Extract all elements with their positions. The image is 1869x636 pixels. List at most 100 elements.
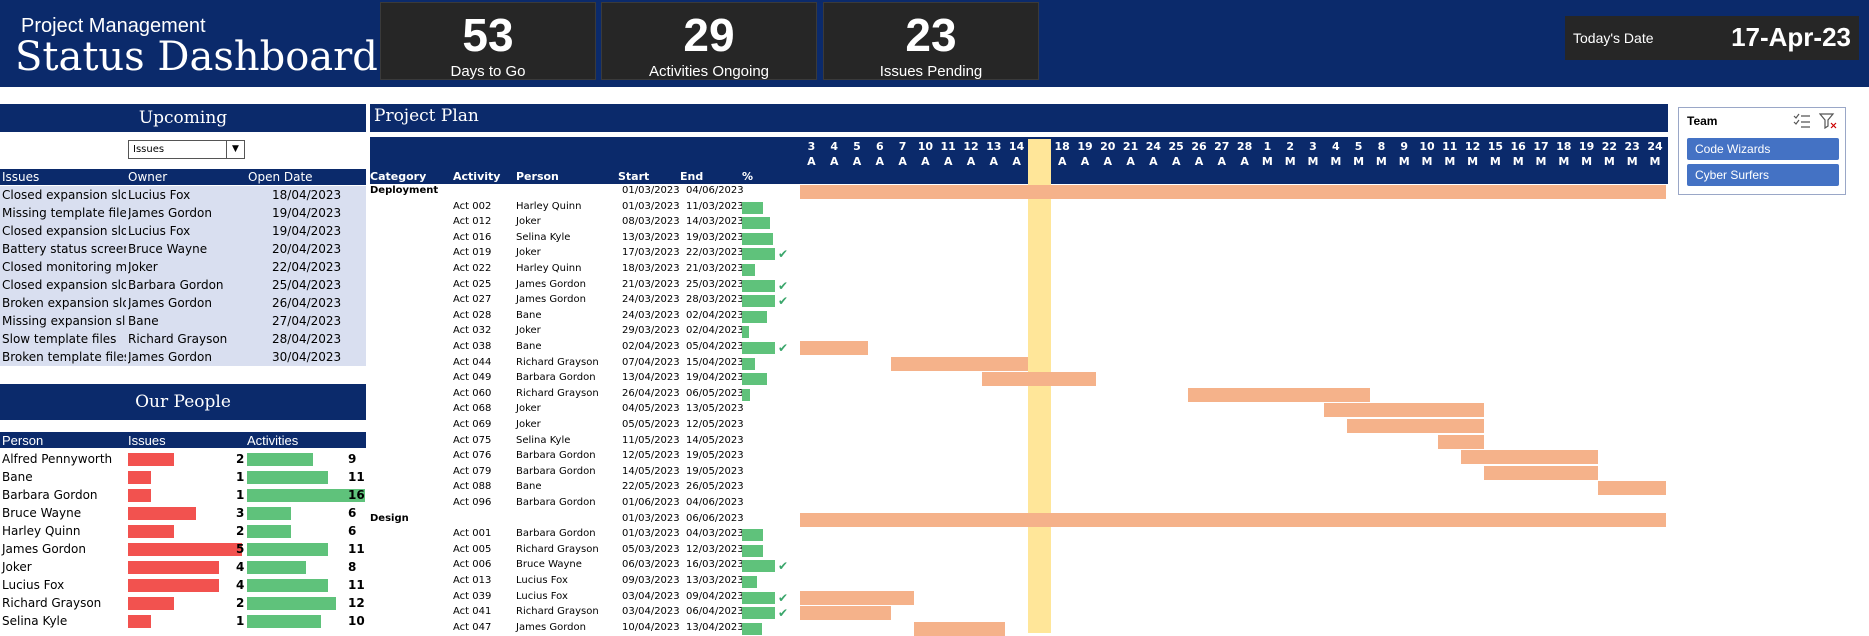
- upcoming-row[interactable]: Closed expansion slot Lucius Fox 19/04/202…: [0, 222, 366, 240]
- activities-bar: [247, 579, 328, 592]
- person-row[interactable]: Harley Quinn 2 6: [0, 522, 366, 540]
- activities-bar: [247, 597, 336, 610]
- col-category: Category: [370, 170, 427, 183]
- row-end: 22/03/2023: [686, 247, 744, 259]
- activity-row[interactable]: Act 027 James Gordon 24/03/2023 28/03/2023 ✔: [370, 293, 1668, 309]
- team-option-code-wizards[interactable]: Code Wizards: [1687, 138, 1839, 160]
- activities-count: 9: [348, 452, 357, 466]
- activities-bar: [247, 525, 291, 538]
- day-number: 25: [1168, 140, 1184, 153]
- activity-row[interactable]: Act 022 Harley Quinn 18/03/2023 21/03/2023: [370, 262, 1668, 278]
- issue-open-date: 26/04/2023: [272, 296, 342, 310]
- activity-row[interactable]: Act 041 Richard Grayson 03/04/2023 06/04/20…: [370, 605, 1668, 621]
- day-number: 6: [875, 140, 884, 153]
- issues-count: 3: [236, 506, 245, 520]
- team-option-cyber-surfers[interactable]: Cyber Surfers: [1687, 164, 1839, 186]
- project-plan-header: Project Plan: [370, 104, 1668, 132]
- activity-row[interactable]: Act 001 Barbara Gordon 01/03/2023 04/03/202…: [370, 527, 1668, 543]
- issues-count: 2: [236, 524, 245, 538]
- upcoming-row[interactable]: Slow template files Richard Grayson 28/04/…: [0, 330, 366, 348]
- activity-row[interactable]: Act 079 Barbara Gordon 14/05/2023 19/05/202…: [370, 465, 1668, 481]
- issue-open-date: 19/04/2023: [272, 224, 342, 238]
- category-row[interactable]: Deployment 01/03/2023 04/06/2023: [370, 184, 1668, 200]
- row-activity: Act 075: [453, 434, 492, 446]
- activity-row[interactable]: Act 068 Joker 04/05/2023 13/05/2023: [370, 402, 1668, 418]
- month-letter: M: [1467, 155, 1479, 168]
- upcoming-row[interactable]: Battery status screen aBruce Wayne 20/04/…: [0, 240, 366, 258]
- gantt-bar: [800, 185, 1667, 199]
- month-letter: M: [1375, 155, 1387, 168]
- person-row[interactable]: Richard Grayson 2 12: [0, 594, 366, 612]
- day-header: 21 A: [1119, 139, 1142, 169]
- person-row[interactable]: James Gordon 5 11: [0, 540, 366, 558]
- activity-row[interactable]: Act 025 James Gordon 21/03/2023 25/03/2023 ✔: [370, 278, 1668, 294]
- issue-owner: Joker: [128, 260, 158, 274]
- day-header: 12 A: [960, 139, 983, 169]
- row-start: 18/03/2023: [622, 263, 680, 274]
- upcoming-row[interactable]: Closed expansion slot Lucius Fox 18/04/202…: [0, 186, 366, 204]
- activity-row[interactable]: Act 075 Selina Kyle 11/05/2023 14/05/2023: [370, 434, 1668, 450]
- row-end: 14/03/2023: [686, 216, 744, 228]
- activity-row[interactable]: Act 069 Joker 05/05/2023 12/05/2023: [370, 418, 1668, 434]
- activity-row[interactable]: Act 002 Harley Quinn 01/03/2023 11/03/2023: [370, 200, 1668, 216]
- issues-count: 4: [236, 578, 245, 592]
- clear-filter-icon[interactable]: [1819, 113, 1837, 129]
- activity-row[interactable]: Act 039 Lucius Fox 03/04/2023 09/04/2023 ✔: [370, 590, 1668, 606]
- upcoming-row[interactable]: Missing expansion slo Bane 27/04/2023: [0, 312, 366, 330]
- upcoming-row[interactable]: Closed monitoring met Joker 22/04/2023: [0, 258, 366, 276]
- row-start: 21/03/2023: [622, 278, 680, 290]
- activity-row[interactable]: Act 012 Joker 08/03/2023 14/03/2023: [370, 215, 1668, 231]
- upcoming-row[interactable]: Closed expansion slot Barbara Gordon 25/04…: [0, 276, 366, 294]
- activity-row[interactable]: Act 096 Barbara Gordon 01/06/2023 04/06/202…: [370, 496, 1668, 512]
- issue-text: Broken template files: [2, 350, 126, 364]
- row-start: 01/03/2023: [622, 528, 680, 540]
- day-header: 23 M: [1621, 139, 1644, 169]
- activity-row[interactable]: Act 016 Selina Kyle 13/03/2023 19/03/2023: [370, 231, 1668, 247]
- activity-row[interactable]: Act 044 Richard Grayson 07/04/2023 15/04/20…: [370, 356, 1668, 372]
- progress-bar: [742, 248, 775, 261]
- month-letter: M: [1581, 155, 1593, 168]
- activity-row[interactable]: Act 076 Barbara Gordon 12/05/2023 19/05/202…: [370, 449, 1668, 465]
- person-row[interactable]: Bane 1 11: [0, 468, 366, 486]
- check-icon: ✔: [778, 294, 789, 309]
- row-person: Harley Quinn: [516, 263, 582, 274]
- person-row[interactable]: Bruce Wayne 3 6: [0, 504, 366, 522]
- person-row[interactable]: Lucius Fox 4 11: [0, 576, 366, 594]
- activity-row[interactable]: Act 013 Lucius Fox 09/03/2023 13/03/2023: [370, 574, 1668, 590]
- day-number: 12: [963, 140, 979, 153]
- upcoming-title: Upcoming: [138, 108, 228, 128]
- activity-row[interactable]: Act 088 Bane 22/05/2023 26/05/2023: [370, 480, 1668, 496]
- activity-row[interactable]: Act 019 Joker 17/03/2023 22/03/2023 ✔: [370, 246, 1668, 262]
- activity-row[interactable]: Act 005 Richard Grayson 05/03/2023 12/03/20…: [370, 543, 1668, 559]
- row-end: 13/04/2023: [686, 621, 744, 633]
- day-number: 5: [853, 140, 861, 153]
- progress-bar: [742, 326, 749, 339]
- activity-row[interactable]: Act 049 Barbara Gordon 13/04/2023 19/04/202…: [370, 371, 1668, 387]
- day-number: 11: [940, 140, 956, 153]
- multiselect-icon[interactable]: [1793, 113, 1811, 129]
- issues-bar: [128, 507, 196, 520]
- issue-text: Closed expansion slot: [2, 278, 126, 292]
- activity-row[interactable]: Act 038 Bane 02/04/2023 05/04/2023 ✔: [370, 340, 1668, 356]
- category-row[interactable]: Design 01/03/2023 06/06/2023: [370, 512, 1668, 528]
- person-row[interactable]: Barbara Gordon 1 16: [0, 486, 366, 504]
- activity-row[interactable]: Act 006 Bruce Wayne 06/03/2023 16/03/2023 ✔: [370, 558, 1668, 574]
- kpi-value: 53: [462, 9, 514, 61]
- month-letter: M: [1284, 155, 1296, 168]
- person-row[interactable]: Joker 4 8: [0, 558, 366, 576]
- person-row[interactable]: Alfred Pennyworth 2 9: [0, 450, 366, 468]
- activity-row[interactable]: Act 047 James Gordon 10/04/2023 13/04/2023: [370, 621, 1668, 636]
- activity-row[interactable]: Act 028 Bane 24/03/2023 02/04/2023: [370, 309, 1668, 325]
- upcoming-row[interactable]: Broken expansion slot James Gordon 26/04/2…: [0, 294, 366, 312]
- upcoming-row[interactable]: Broken template files James Gordon 30/04/2…: [0, 348, 366, 366]
- chevron-down-icon[interactable]: ▼: [226, 141, 244, 158]
- row-end: 04/06/2023: [686, 497, 744, 508]
- upcoming-row[interactable]: Missing template files James Gordon 19/04/…: [0, 204, 366, 222]
- project-plan-title: Project Plan: [374, 106, 479, 126]
- month-letter: M: [1649, 155, 1661, 168]
- person-row[interactable]: Selina Kyle 1 10: [0, 612, 366, 630]
- activity-row[interactable]: Act 060 Richard Grayson 26/04/2023 06/05/20…: [370, 387, 1668, 403]
- upcoming-filter-dropdown[interactable]: Issues ▼: [128, 140, 245, 159]
- activity-row[interactable]: Act 032 Joker 29/03/2023 02/04/2023: [370, 324, 1668, 340]
